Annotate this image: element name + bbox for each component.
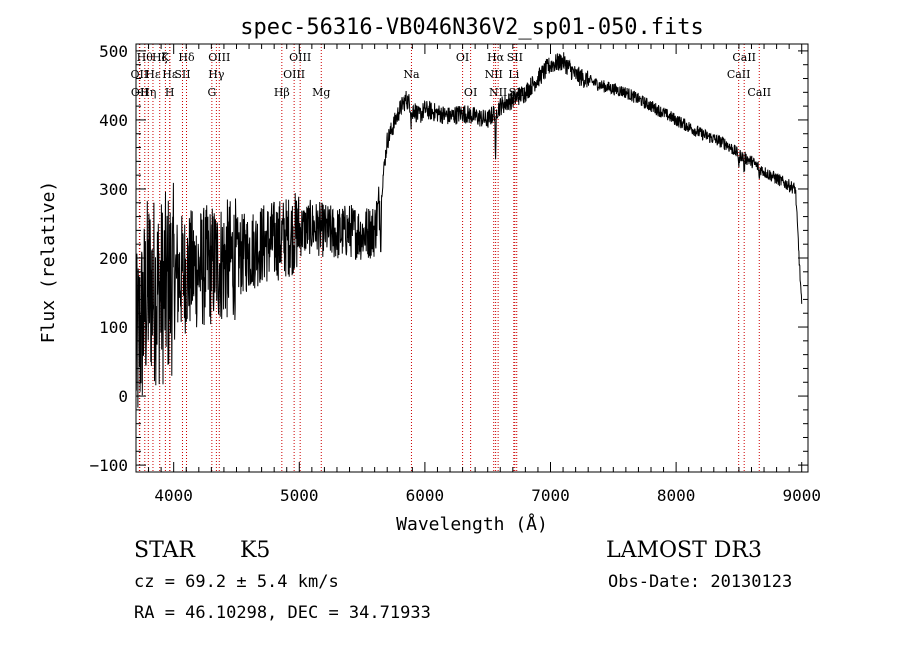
y-tick-label: −100 [89,456,128,475]
line-marker-label: Li [508,68,519,81]
line-marker-label: Hθ [137,51,154,64]
line-marker-label: NII [489,86,507,99]
x-tick-label: 6000 [406,486,445,505]
coordinates: RA = 46.10298, DEC = 34.71933 [134,603,431,623]
line-marker-label: OI [456,51,469,64]
line-marker-label: Hε [162,68,178,81]
chart-title: spec-56316-VB046N36V2_sp01-050.fits [240,15,704,40]
line-marker-label: Hγ [208,68,225,81]
line-marker-label: CaII [732,51,756,64]
line-marker-label: Hβ [274,86,290,99]
line-marker-label: Hδ [178,51,195,64]
line-marker-label: NII [485,68,503,81]
line-marker-label: Hα [487,51,505,64]
y-tick-label: 0 [118,387,128,406]
line-marker-label: H [165,86,175,99]
line-marker-label: Na [403,68,420,81]
y-axis-label: Flux (relative) [38,181,59,344]
line-marker-label: Hζ [152,51,168,64]
y-axis-tick-labels: −100 0 100 200 300 400 500 [89,42,128,475]
object-subclass: K5 [240,538,271,563]
line-marker-label: SII [507,51,523,64]
y-tick-label: 500 [99,42,128,61]
x-axis-label: Wavelength (Å) [396,513,548,535]
line-marker-label: G [207,86,216,99]
y-tick-label: 400 [99,111,128,130]
y-tick-label: 300 [99,180,128,199]
y-tick-label: 200 [99,249,128,268]
line-marker-label: Hη [140,86,156,99]
survey-name: LAMOST DR3 [606,538,762,563]
line-marker-label: OIII [289,51,311,64]
line-marker-label: Mg [312,86,330,99]
line-marker-label: CaII [747,86,771,99]
x-tick-label: 7000 [531,486,570,505]
redshift-cz: cz = 69.2 ± 5.4 km/s [134,572,339,592]
observation-date: Obs-Date: 20130123 [608,572,793,592]
line-marker-label: K [161,51,170,64]
y-axis-ticks [136,50,808,466]
y-tick-label: 100 [99,318,128,337]
line-marker-label: OIII [283,68,305,81]
line-marker-label: CaII [727,68,751,81]
line-marker-label: SII [174,68,190,81]
spectrum-line [135,52,803,408]
x-axis-ticks [148,44,803,472]
x-tick-label: 9000 [782,486,821,505]
x-tick-label: 8000 [657,486,696,505]
x-axis-tick-labels: 4000 5000 6000 7000 8000 9000 [154,486,821,505]
line-marker-label: OI [464,86,477,99]
line-marker-label: Hε [145,68,161,81]
x-tick-label: 5000 [280,486,319,505]
line-marker-label: OIII [208,51,230,64]
plot-frame [135,43,809,473]
line-marker-label: OII [131,68,149,81]
x-tick-label: 4000 [154,486,193,505]
object-class: STAR [134,538,195,563]
line-marker-labels: OIIOIIHθHηHεHζKHHεSIIHδGHγOIIIHβOIIIOIII… [131,51,772,99]
